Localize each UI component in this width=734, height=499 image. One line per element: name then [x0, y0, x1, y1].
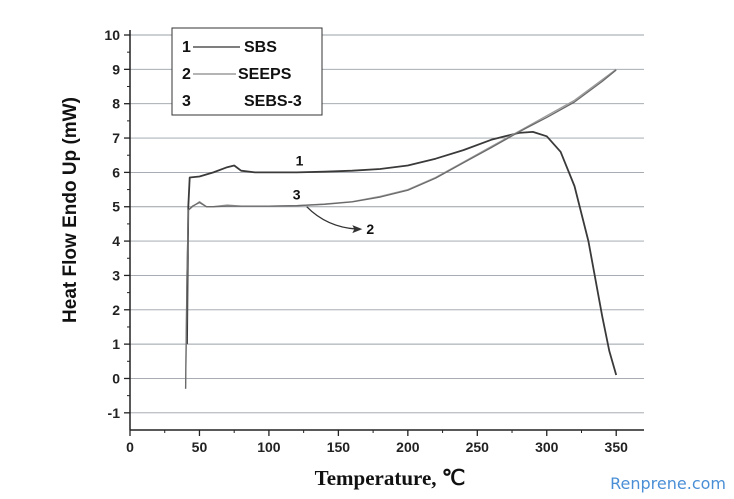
x-tick-label-3: 150	[327, 439, 351, 455]
annotation-3: 3	[293, 187, 301, 203]
y-tick-label-0: -1	[108, 405, 121, 421]
legend: 1 SBS 2 SEEPS 3 SEBS-3	[171, 27, 323, 116]
x-axis-title: Temperature, ℃	[315, 466, 466, 490]
y-tick-label-11: 10	[104, 27, 120, 43]
y-tick-label-10: 9	[112, 61, 120, 77]
axes	[129, 30, 644, 431]
y-tick-label-4: 3	[112, 267, 120, 283]
x-tick-label-1: 50	[192, 439, 208, 455]
legend-num-1: 1	[182, 39, 191, 56]
annotation-2: 2	[366, 221, 374, 237]
legend-label-1: SBS	[244, 39, 277, 56]
legend-num-3: 3	[182, 93, 191, 110]
y-tick-label-3: 2	[112, 302, 120, 318]
x-tick-label-2: 100	[257, 439, 281, 455]
x-tick-label-4: 200	[396, 439, 420, 455]
annotation-2-arrow	[306, 206, 357, 230]
x-tick-label-6: 300	[535, 439, 559, 455]
series-line-2	[184, 68, 617, 389]
y-tick-label-2: 1	[112, 336, 120, 352]
y-tick-label-6: 5	[112, 199, 120, 215]
series-line-1	[186, 131, 618, 376]
legend-label-2: SEEPS	[238, 66, 292, 83]
x-tick-label-7: 350	[605, 439, 629, 455]
y-tick-label-5: 4	[112, 233, 120, 249]
legend-label-3: SEBS-3	[244, 93, 302, 110]
y-tick-labels: -1 0 1 2 3 4 5 6 7 8 9 10	[104, 27, 130, 421]
y-tick-label-8: 7	[112, 130, 120, 146]
x-tick-labels: 0 50 100 150 200 250 300 350	[126, 430, 628, 455]
y-tick-label-1: 0	[112, 370, 120, 386]
curve-annotations: 1 3 2	[293, 152, 375, 237]
y-tick-label-9: 8	[112, 96, 120, 112]
annotation-2-arrowhead	[352, 225, 363, 234]
series-lines	[184, 68, 618, 389]
y-axis-title: Heat Flow Endo Up (mW)	[60, 97, 81, 323]
x-tick-label-5: 250	[466, 439, 490, 455]
watermark: Renprene.com	[610, 474, 726, 493]
series-line-3	[184, 69, 617, 389]
y-tick-label-7: 6	[112, 164, 120, 180]
legend-num-2: 2	[182, 66, 191, 83]
x-tick-label-0: 0	[126, 439, 134, 455]
annotation-1: 1	[296, 152, 304, 168]
legend-box	[171, 27, 323, 116]
